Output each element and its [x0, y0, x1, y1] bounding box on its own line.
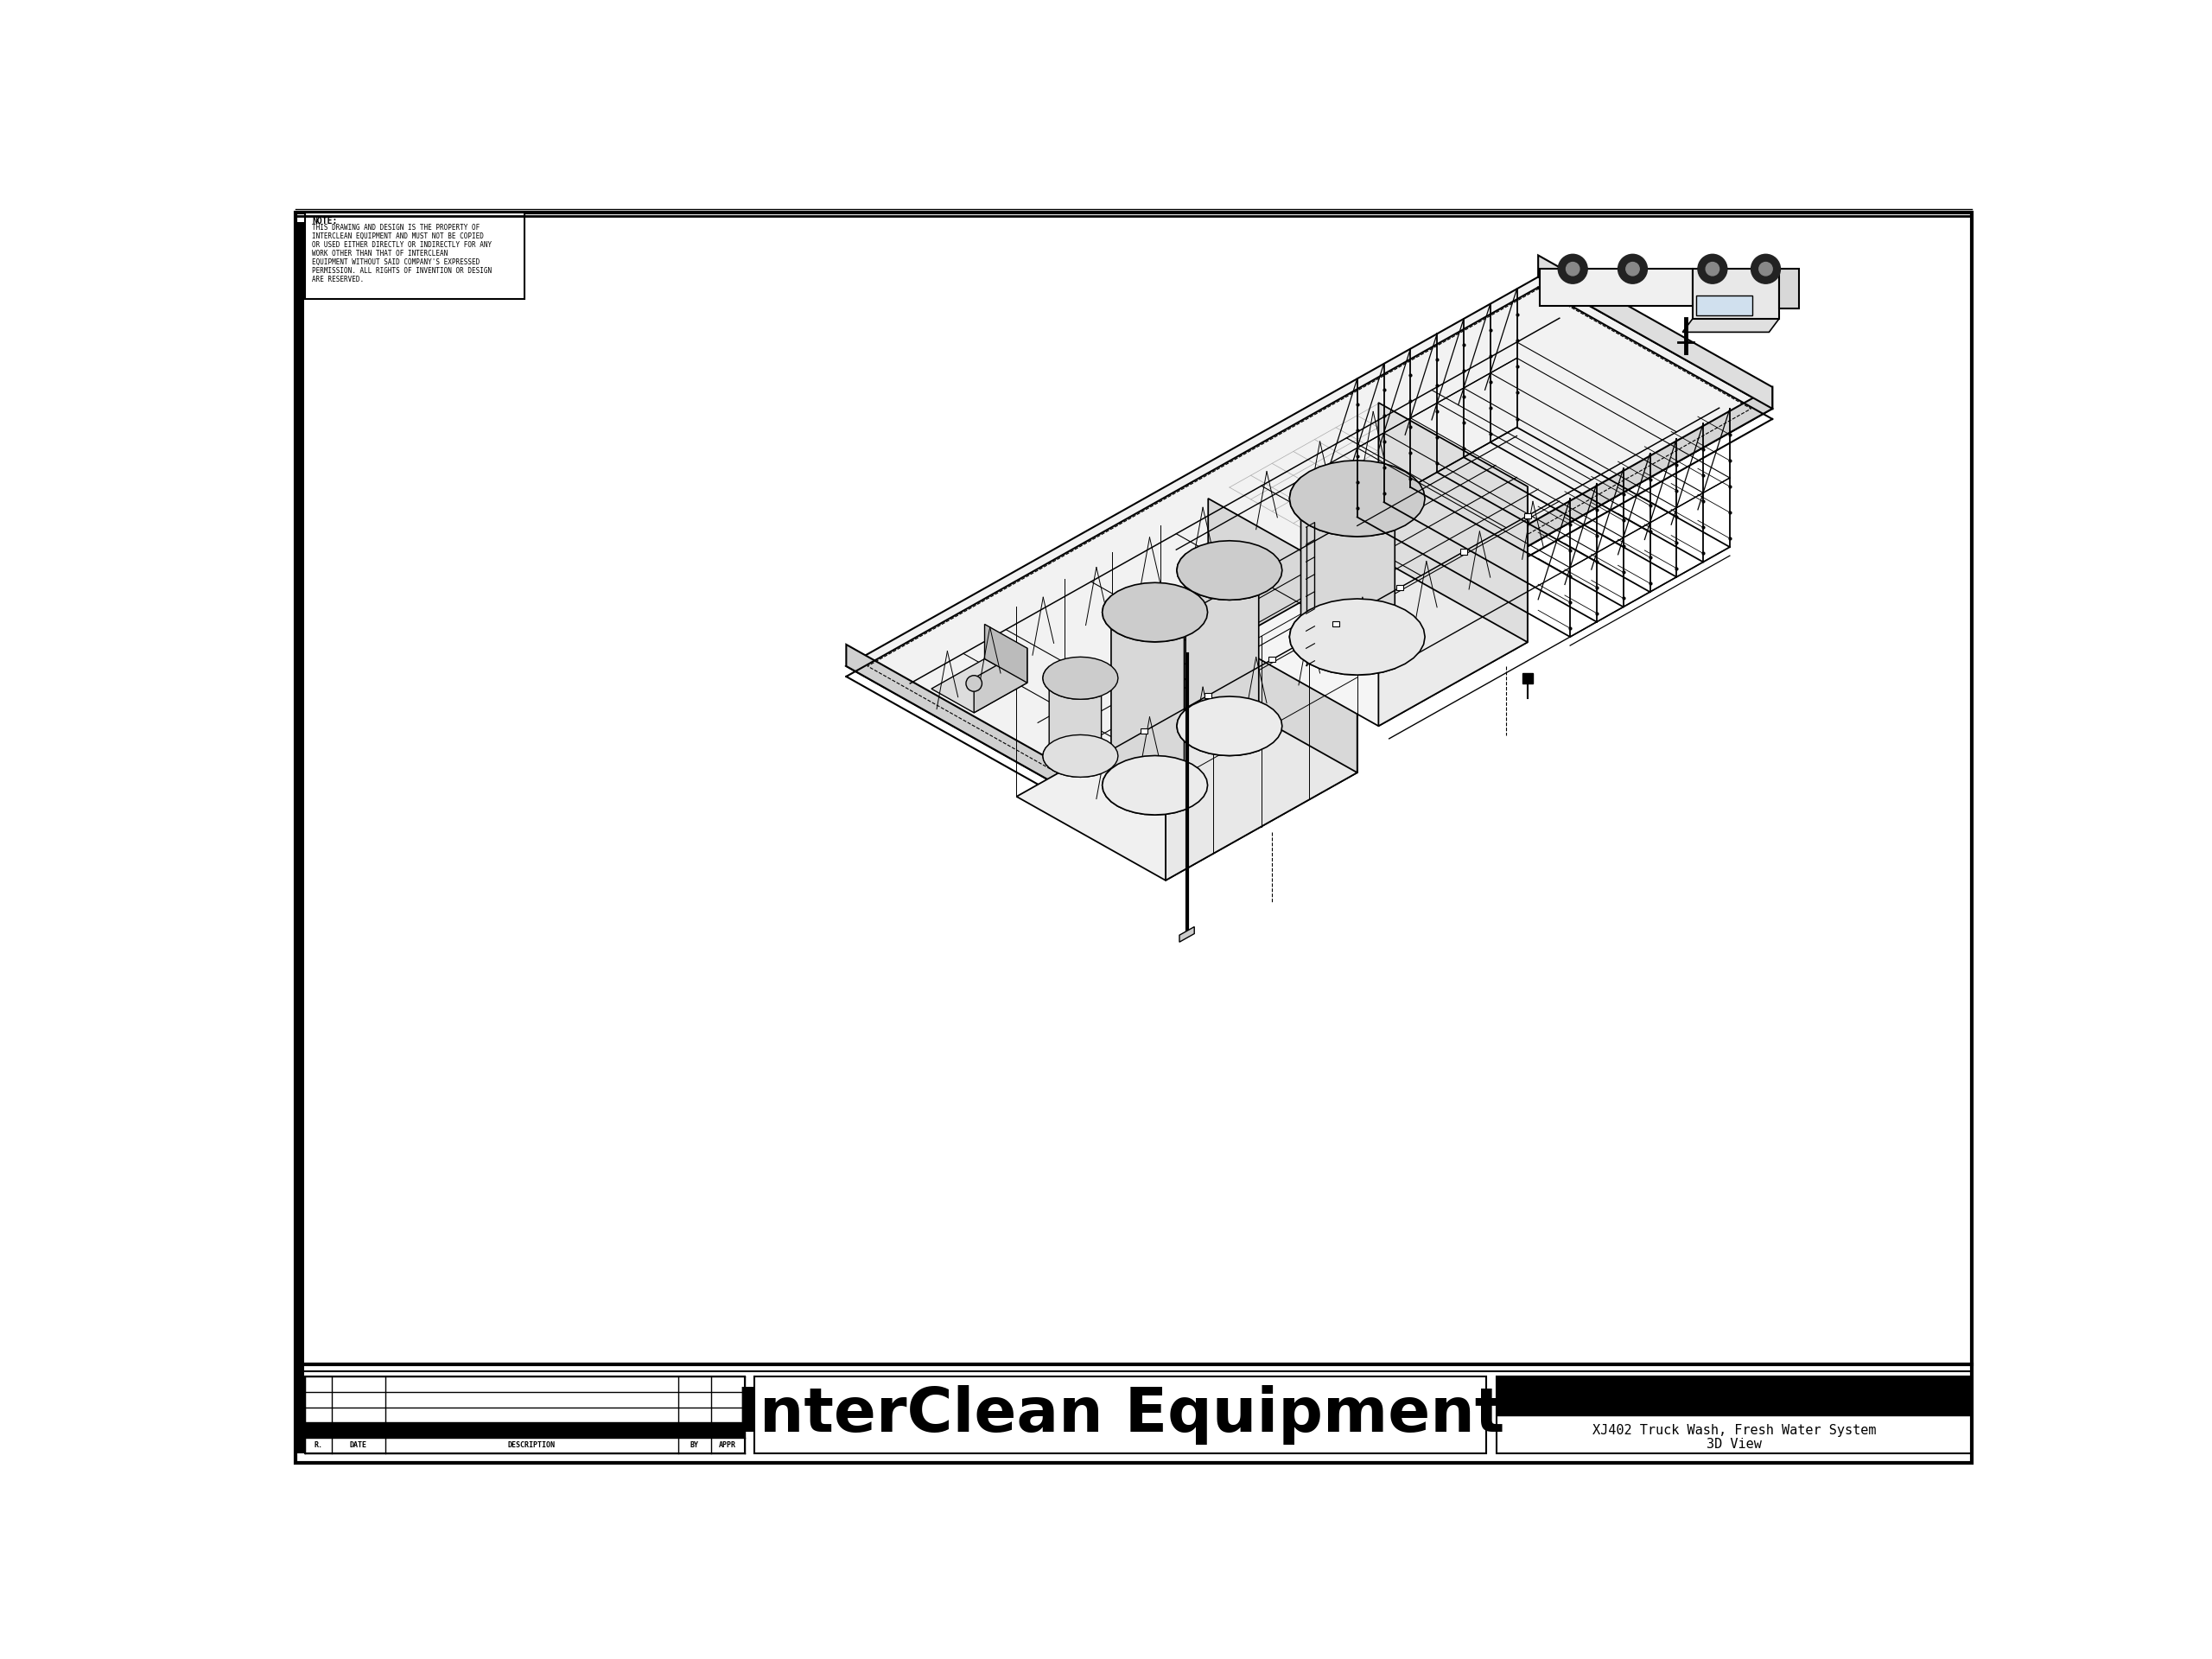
Polygon shape — [1177, 697, 1283, 755]
Polygon shape — [847, 644, 1079, 798]
Bar — [305, 212, 524, 299]
Text: DATE: DATE — [349, 1442, 367, 1450]
Polygon shape — [1537, 255, 1772, 408]
Bar — [305, 1377, 745, 1453]
Polygon shape — [1166, 582, 1358, 881]
Bar — [1460, 549, 1467, 554]
Polygon shape — [931, 659, 1026, 713]
Bar — [1270, 657, 1276, 662]
Polygon shape — [1177, 541, 1283, 601]
Polygon shape — [1177, 554, 1259, 755]
Circle shape — [1752, 254, 1781, 284]
Polygon shape — [1079, 387, 1772, 798]
Polygon shape — [1697, 295, 1752, 315]
Polygon shape — [1042, 657, 1117, 700]
Bar — [1141, 728, 1148, 733]
Polygon shape — [1778, 269, 1798, 309]
Text: OR USED EITHER DIRECTLY OR INDIRECTLY FOR ANY: OR USED EITHER DIRECTLY OR INDIRECTLY FO… — [312, 241, 491, 249]
Text: InterClean Equipment: InterClean Equipment — [737, 1385, 1504, 1445]
Polygon shape — [1378, 403, 1528, 642]
Polygon shape — [1102, 596, 1183, 815]
Polygon shape — [1540, 269, 1692, 305]
Circle shape — [967, 675, 982, 692]
Circle shape — [1566, 262, 1579, 275]
Circle shape — [1617, 254, 1648, 284]
Polygon shape — [1042, 735, 1117, 776]
Polygon shape — [1290, 478, 1396, 675]
Bar — [1332, 620, 1338, 625]
Polygon shape — [1102, 582, 1208, 642]
Circle shape — [1705, 262, 1719, 275]
Circle shape — [1759, 262, 1772, 275]
Circle shape — [1557, 254, 1588, 284]
Text: EQUIPMENT WITHOUT SAID COMPANY'S EXPRESSED: EQUIPMENT WITHOUT SAID COMPANY'S EXPRESS… — [312, 259, 480, 265]
Text: NOTE:: NOTE: — [312, 217, 338, 226]
Bar — [296, 222, 303, 1453]
Polygon shape — [847, 277, 1772, 798]
Polygon shape — [973, 649, 1026, 713]
Polygon shape — [984, 624, 1026, 684]
Bar — [754, 1377, 1486, 1453]
Polygon shape — [1378, 486, 1528, 727]
Polygon shape — [1290, 599, 1425, 675]
Text: ARE RESERVED.: ARE RESERVED. — [312, 275, 365, 284]
Text: INTERCLEAN EQUIPMENT AND MUST NOT BE COPIED: INTERCLEAN EQUIPMENT AND MUST NOT BE COP… — [312, 232, 484, 241]
Polygon shape — [1018, 688, 1358, 881]
Text: BY: BY — [690, 1442, 699, 1450]
Polygon shape — [1230, 559, 1528, 727]
Polygon shape — [1179, 927, 1194, 942]
Polygon shape — [1042, 667, 1102, 776]
Bar — [1206, 693, 1212, 698]
Text: DESCRIPTION: DESCRIPTION — [509, 1442, 555, 1450]
Circle shape — [1626, 262, 1639, 275]
Text: R.: R. — [314, 1442, 323, 1450]
Circle shape — [1699, 254, 1728, 284]
Text: PERMISSION. ALL RIGHTS OF INVENTION OR DESIGN: PERMISSION. ALL RIGHTS OF INVENTION OR D… — [312, 267, 491, 275]
Polygon shape — [1102, 755, 1208, 815]
Text: THIS DRAWING AND DESIGN IS THE PROPERTY OF: THIS DRAWING AND DESIGN IS THE PROPERTY … — [312, 224, 480, 232]
Bar — [305, 1423, 745, 1438]
Text: 3D View: 3D View — [1705, 1438, 1761, 1450]
Polygon shape — [1208, 498, 1358, 773]
Polygon shape — [1683, 319, 1778, 332]
Text: APPR: APPR — [719, 1442, 737, 1450]
Bar — [1495, 1377, 1971, 1415]
Bar — [1495, 1377, 1971, 1453]
Text: WORK OTHER THAN THAT OF INTERCLEAN: WORK OTHER THAN THAT OF INTERCLEAN — [312, 249, 447, 257]
Bar — [1396, 586, 1402, 591]
Bar — [1524, 513, 1531, 518]
Text: XJ402 Truck Wash, Fresh Water System: XJ402 Truck Wash, Fresh Water System — [1593, 1423, 1876, 1437]
Polygon shape — [1290, 460, 1425, 536]
Polygon shape — [1692, 269, 1778, 319]
